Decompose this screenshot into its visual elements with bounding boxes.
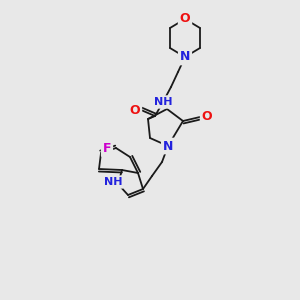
Text: O: O [130, 103, 140, 116]
Text: O: O [180, 13, 190, 26]
Text: NH: NH [104, 177, 122, 187]
Text: N: N [180, 50, 190, 64]
Text: O: O [202, 110, 212, 124]
Text: F: F [103, 142, 111, 155]
Text: NH: NH [154, 97, 172, 107]
Text: N: N [163, 140, 173, 152]
